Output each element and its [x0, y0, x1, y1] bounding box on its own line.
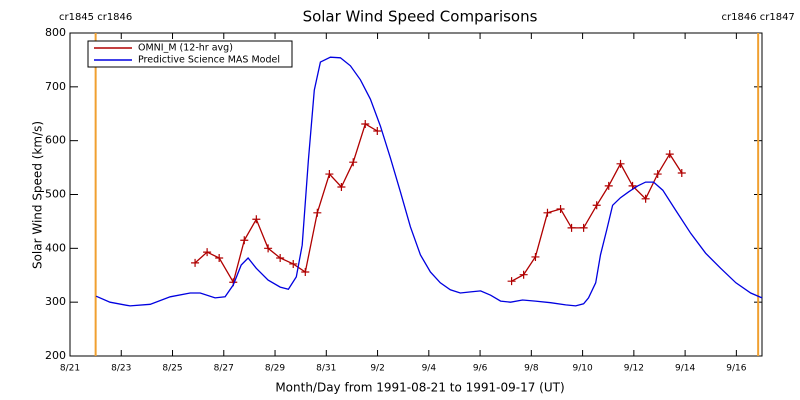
rotation-label: cr1846 cr1847 [722, 12, 795, 23]
data-marker [604, 181, 613, 190]
y-tick-label: 600 [45, 134, 66, 147]
x-tick-label: 9/14 [675, 364, 695, 374]
data-marker [531, 252, 540, 261]
legend-box [87, 40, 293, 68]
y-tick-label: 800 [45, 26, 66, 39]
legend-label: Predictive Science MAS Model [138, 55, 280, 66]
y-tick-label: 400 [45, 241, 66, 254]
x-tick-label: 8/27 [214, 364, 234, 374]
data-marker [349, 158, 358, 167]
x-tick-label: 8/29 [265, 364, 285, 374]
chart-title: Solar Wind Speed Comparisons [303, 8, 538, 26]
x-tick-label: 8/31 [316, 364, 336, 374]
y-tick-label: 200 [45, 349, 66, 362]
x-tick-label: 9/10 [572, 364, 592, 374]
data-marker [677, 168, 686, 177]
data-marker [240, 236, 249, 245]
legend-label: OMNI_M (12-hr avg) [138, 43, 233, 54]
data-marker [264, 244, 273, 253]
data-marker [313, 208, 322, 217]
data-marker [203, 248, 212, 257]
x-tick-label: 8/23 [111, 364, 131, 374]
data-marker [215, 254, 224, 263]
data-marker [361, 119, 370, 128]
data-marker [252, 215, 261, 224]
x-axis-label: Month/Day from 1991-08-21 to 1991-09-17 … [275, 381, 564, 395]
data-marker [276, 254, 285, 263]
data-marker [191, 258, 200, 267]
data-marker [301, 268, 310, 277]
data-marker [325, 170, 334, 179]
data-marker [665, 150, 674, 159]
data-marker [567, 223, 576, 232]
y-tick-label: 700 [45, 80, 66, 93]
data-marker [373, 126, 382, 135]
x-tick-label: 9/4 [422, 364, 437, 374]
x-tick-label: 9/2 [370, 364, 384, 374]
series-line [95, 56, 763, 307]
data-marker [519, 270, 528, 279]
data-marker [507, 277, 516, 286]
data-marker [616, 159, 625, 168]
data-marker [592, 201, 601, 210]
data-marker [556, 205, 565, 214]
rotation-label: cr1845 cr1846 [59, 12, 132, 23]
y-tick-label: 500 [45, 188, 66, 201]
x-tick-label: 8/25 [162, 364, 182, 374]
x-tick-label: 9/16 [726, 364, 746, 374]
x-tick-label: 9/8 [524, 364, 539, 374]
x-tick-label: 9/6 [473, 364, 488, 374]
data-marker [543, 208, 552, 217]
data-marker [337, 182, 346, 191]
y-axis-label: Solar Wind Speed (km/s) [31, 121, 45, 269]
data-marker [653, 170, 662, 179]
y-tick-label: 300 [45, 295, 66, 308]
data-marker [579, 223, 588, 232]
data-marker [641, 194, 650, 203]
x-tick-label: 8/21 [60, 364, 80, 374]
data-marker [289, 259, 298, 268]
x-tick-label: 9/12 [624, 364, 644, 374]
